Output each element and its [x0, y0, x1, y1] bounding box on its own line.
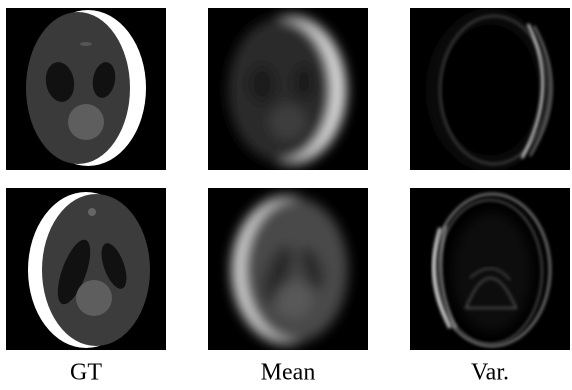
- var-image-1: [410, 8, 570, 170]
- mean-image-1: [208, 8, 368, 170]
- gt-image-2: [6, 188, 166, 350]
- mean-image-2: [208, 188, 368, 350]
- column-label: Mean: [261, 360, 316, 386]
- column-label: Var.: [471, 360, 509, 386]
- column-label: GT: [70, 360, 102, 386]
- var-image-2: [410, 188, 570, 350]
- gt-image-1: [6, 8, 166, 170]
- figure: GT Mean Var.: [0, 0, 572, 390]
